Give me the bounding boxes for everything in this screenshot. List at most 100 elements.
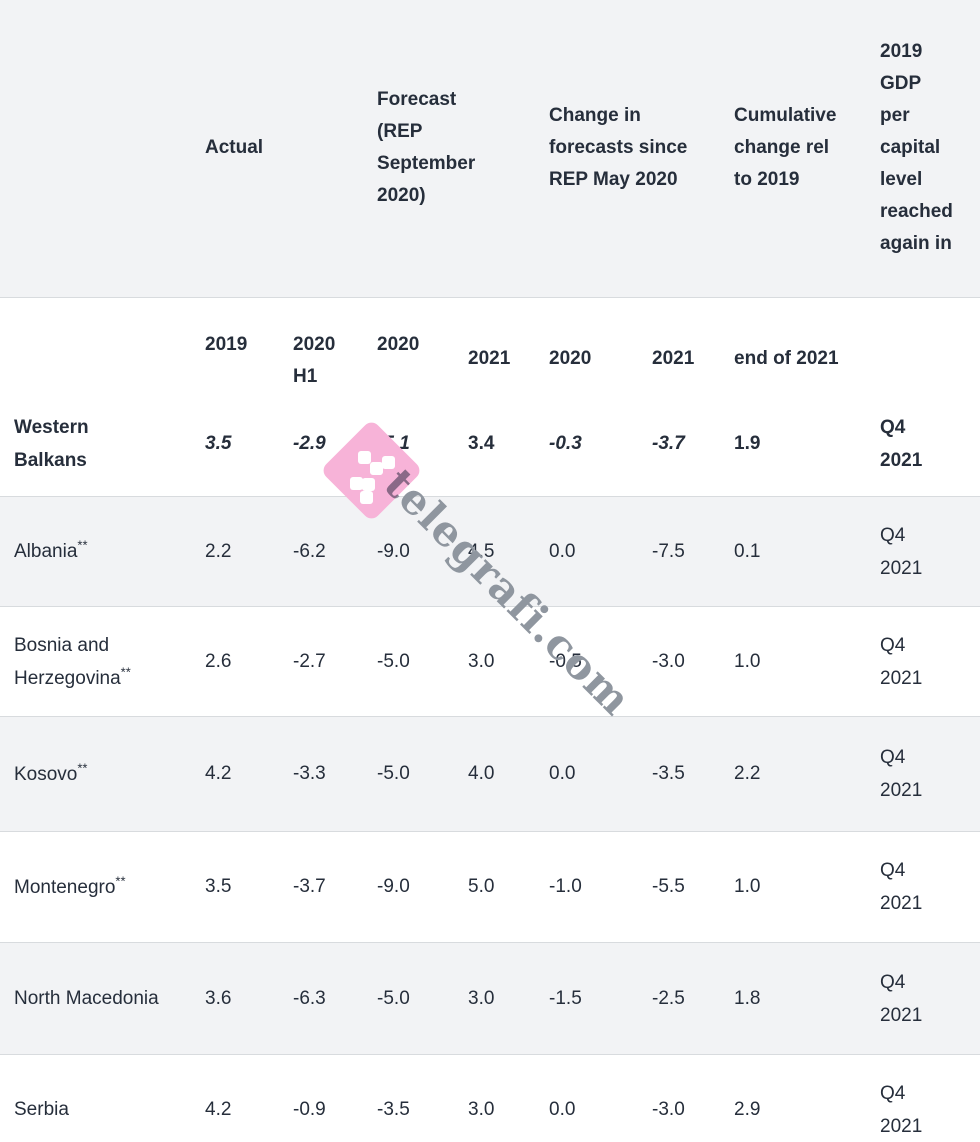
value-cell: 3.0	[468, 942, 550, 1055]
value-cell: 0.0	[549, 1098, 576, 1120]
col-group-change: Change in forecasts since REP May 2020	[549, 0, 735, 298]
col-group-gdp-recovery: 2019 GDP per capital level reached again…	[880, 0, 980, 298]
col-group-actual-label: Actual	[205, 137, 264, 159]
value-cell: -5.0	[377, 716, 469, 832]
value-cell: 2.9	[734, 1098, 761, 1120]
recovery-quarter: Q4 2021	[880, 747, 923, 801]
value-cell: -1.0	[549, 831, 653, 943]
value-cell: 1.8	[734, 942, 881, 1055]
empty-corner-cell	[0, 0, 205, 298]
value-cell: 3.6	[205, 942, 293, 1055]
country-name: Bosnia and Herzegovina	[14, 634, 121, 689]
col-header-end-of-2021: end of 2021	[734, 297, 881, 393]
value-cell: -0.9	[293, 1098, 326, 1120]
recovery-quarter: Q4 2021	[880, 634, 923, 689]
row-label: Bosnia and Herzegovina**	[0, 606, 205, 717]
recovery-quarter: Q4 2021	[880, 417, 923, 472]
value-cell: 3.0	[468, 1098, 495, 1120]
value-cell: -6.2	[293, 496, 378, 607]
col-group-actual: Actual	[205, 0, 378, 298]
recovery-quarter: Q4 2021	[880, 860, 923, 914]
value-cell: 4.2	[205, 1098, 232, 1120]
table-row-bosnia-herzegovina: Bosnia and Herzegovina** 2.6 -2.7 -5.0 3…	[0, 606, 980, 717]
col-header-2021-change: 2021	[652, 297, 735, 393]
recovery-cell: Q4 2021	[880, 392, 980, 497]
recovery-quarter: Q4 2021	[880, 1082, 923, 1137]
value-cell: 2.2	[734, 716, 881, 832]
value-cell: 3.4	[468, 392, 550, 497]
group-header-row: Actual Forecast (REP September 2020) Cha…	[0, 0, 980, 298]
value-cell: -3.5	[652, 716, 735, 832]
recovery-cell: Q4 2021	[880, 831, 980, 943]
col-group-change-label: Change in forecasts since REP May 2020	[549, 105, 688, 191]
country-name: Serbia	[14, 1099, 69, 1121]
col-group-forecast-label: Forecast (REP September 2020)	[377, 89, 476, 207]
value-cell: 4.5	[468, 496, 550, 607]
col-group-cumulative-label: Cumulative change rel to 2019	[734, 105, 837, 191]
col-group-gdp-recovery-label: 2019 GDP per capital level reached again…	[880, 41, 953, 255]
value-cell: -3.5	[377, 1098, 410, 1120]
recovery-cell: Q4 2021	[880, 496, 980, 607]
col-header-2021-forecast: 2021	[468, 297, 550, 393]
country-name: Kosovo	[14, 763, 78, 785]
value-cell: 3.5	[205, 392, 293, 497]
value-cell: -9.0	[377, 496, 469, 607]
value-cell: 5.0	[468, 831, 550, 943]
col-header-2020-forecast: 2020	[377, 297, 469, 393]
value-cell: 1.9	[734, 392, 881, 497]
col-header-2020-h1-label: 2020 H1	[293, 333, 336, 387]
value-cell: 3.5	[205, 831, 293, 943]
country-name: Albania	[14, 541, 78, 562]
row-label: Albania**	[0, 496, 205, 607]
table-row-serbia: Serbia 4.2 -0.9 -3.5 3.0 0.0 -3.0 2.9 Q4…	[0, 1055, 980, 1142]
value-cell: -2.7	[293, 606, 378, 717]
value-cell: -6.3	[293, 942, 378, 1055]
value-cell: -1.5	[549, 942, 653, 1055]
col-header-2019: 2019	[205, 297, 293, 393]
value-cell: -2.9	[293, 392, 378, 497]
recovery-quarter: Q4 2021	[880, 971, 923, 1026]
value-cell: 4.2	[205, 716, 293, 832]
value-cell: -3.0	[652, 1098, 685, 1120]
empty-cell	[0, 297, 205, 393]
col-header-2020-change: 2020	[549, 297, 653, 393]
value-cell: -5.0	[377, 606, 469, 717]
country-name: Montenegro	[14, 876, 116, 898]
recovery-cell: Q4 2021	[880, 716, 980, 832]
value-cell: -2.5	[652, 942, 735, 1055]
value-cell: -3.7	[652, 392, 735, 497]
recovery-cell: Q4 2021	[880, 942, 980, 1055]
footnote-marker: **	[120, 664, 131, 680]
value-cell: 0.0	[549, 496, 653, 607]
table-row-north-macedonia: North Macedonia 3.6 -6.3 -5.0 3.0 -1.5 -…	[0, 942, 980, 1055]
recovery-cell: Q4 2021	[880, 1055, 980, 1142]
footnote-marker: **	[115, 873, 126, 889]
row-label: North Macedonia	[0, 942, 205, 1055]
value-cell: -5.1	[377, 392, 469, 497]
table-row-kosovo: Kosovo** 4.2 -3.3 -5.0 4.0 0.0 -3.5 2.2 …	[0, 716, 980, 832]
value-cell: -0.3	[549, 392, 653, 497]
value-cell: 1.0	[734, 831, 881, 943]
col-header-2020-h1: 2020 H1	[293, 297, 378, 393]
value-cell: -9.0	[377, 831, 469, 943]
value-cell: -5.5	[652, 831, 735, 943]
recovery-cell: Q4 2021	[880, 606, 980, 717]
value-cell: 2.6	[205, 606, 293, 717]
table-row-albania: Albania** 2.2 -6.2 -9.0 4.5 0.0 -7.5 0.1…	[0, 496, 980, 607]
country-name: North Macedonia	[14, 988, 159, 1009]
footnote-marker: **	[77, 537, 88, 553]
value-cell: -7.5	[652, 496, 735, 607]
row-label: Montenegro**	[0, 831, 205, 943]
value-cell: 0.0	[549, 716, 653, 832]
value-cell: -5.0	[377, 942, 469, 1055]
value-cell: -3.7	[293, 831, 378, 943]
recovery-quarter: Q4 2021	[880, 524, 923, 579]
row-label: Serbia	[0, 1055, 205, 1142]
col-group-cumulative: Cumulative change rel to 2019	[734, 0, 881, 298]
value-cell: -0.5	[549, 606, 653, 717]
table-row-montenegro: Montenegro** 3.5 -3.7 -9.0 5.0 -1.0 -5.5…	[0, 831, 980, 943]
value-cell: -3.3	[293, 716, 378, 832]
value-cell: 2.2	[205, 496, 293, 607]
